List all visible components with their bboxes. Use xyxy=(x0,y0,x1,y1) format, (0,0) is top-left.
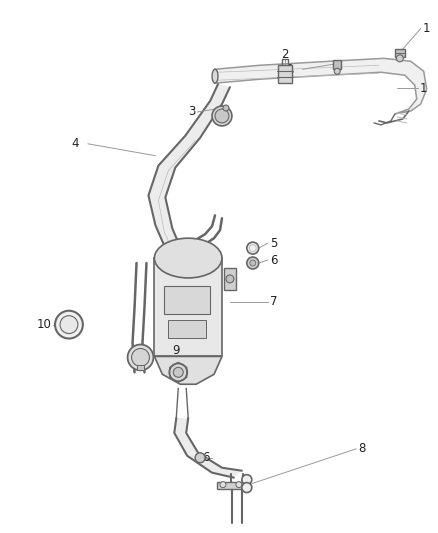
Text: 1: 1 xyxy=(420,82,427,95)
Text: 3: 3 xyxy=(188,106,195,118)
Polygon shape xyxy=(155,357,222,384)
Bar xyxy=(137,365,145,370)
Polygon shape xyxy=(174,418,242,478)
Text: 5: 5 xyxy=(270,237,277,249)
Circle shape xyxy=(195,453,205,463)
Polygon shape xyxy=(215,58,427,114)
Circle shape xyxy=(173,367,183,377)
Circle shape xyxy=(223,105,229,111)
Ellipse shape xyxy=(155,238,222,278)
Circle shape xyxy=(242,482,252,492)
Bar xyxy=(168,320,206,337)
Circle shape xyxy=(236,482,242,488)
Ellipse shape xyxy=(212,69,218,83)
Text: 7: 7 xyxy=(270,295,277,308)
Circle shape xyxy=(396,55,403,62)
Circle shape xyxy=(170,364,187,381)
Circle shape xyxy=(215,109,229,123)
Circle shape xyxy=(226,275,234,283)
Polygon shape xyxy=(333,60,341,69)
Polygon shape xyxy=(148,84,230,260)
Circle shape xyxy=(250,260,256,266)
Circle shape xyxy=(131,349,149,366)
Circle shape xyxy=(249,245,256,252)
Text: 6: 6 xyxy=(202,451,210,464)
Circle shape xyxy=(127,344,153,370)
Circle shape xyxy=(247,242,259,254)
Text: 10: 10 xyxy=(36,318,51,331)
Bar xyxy=(155,258,222,357)
Polygon shape xyxy=(395,50,405,58)
Text: 4: 4 xyxy=(71,138,79,150)
Polygon shape xyxy=(217,482,245,489)
Circle shape xyxy=(334,68,340,74)
Circle shape xyxy=(60,316,78,334)
Text: 8: 8 xyxy=(358,442,365,455)
Text: 9: 9 xyxy=(173,344,180,357)
Circle shape xyxy=(55,311,83,338)
Text: 1: 1 xyxy=(287,63,294,76)
Text: 1: 1 xyxy=(423,22,430,35)
Circle shape xyxy=(242,475,252,484)
Bar xyxy=(164,286,210,314)
Text: 2: 2 xyxy=(281,48,288,61)
Circle shape xyxy=(220,482,226,488)
Polygon shape xyxy=(278,65,292,83)
Text: 6: 6 xyxy=(270,254,277,266)
Bar xyxy=(224,268,236,290)
Circle shape xyxy=(247,257,259,269)
Circle shape xyxy=(212,106,232,126)
